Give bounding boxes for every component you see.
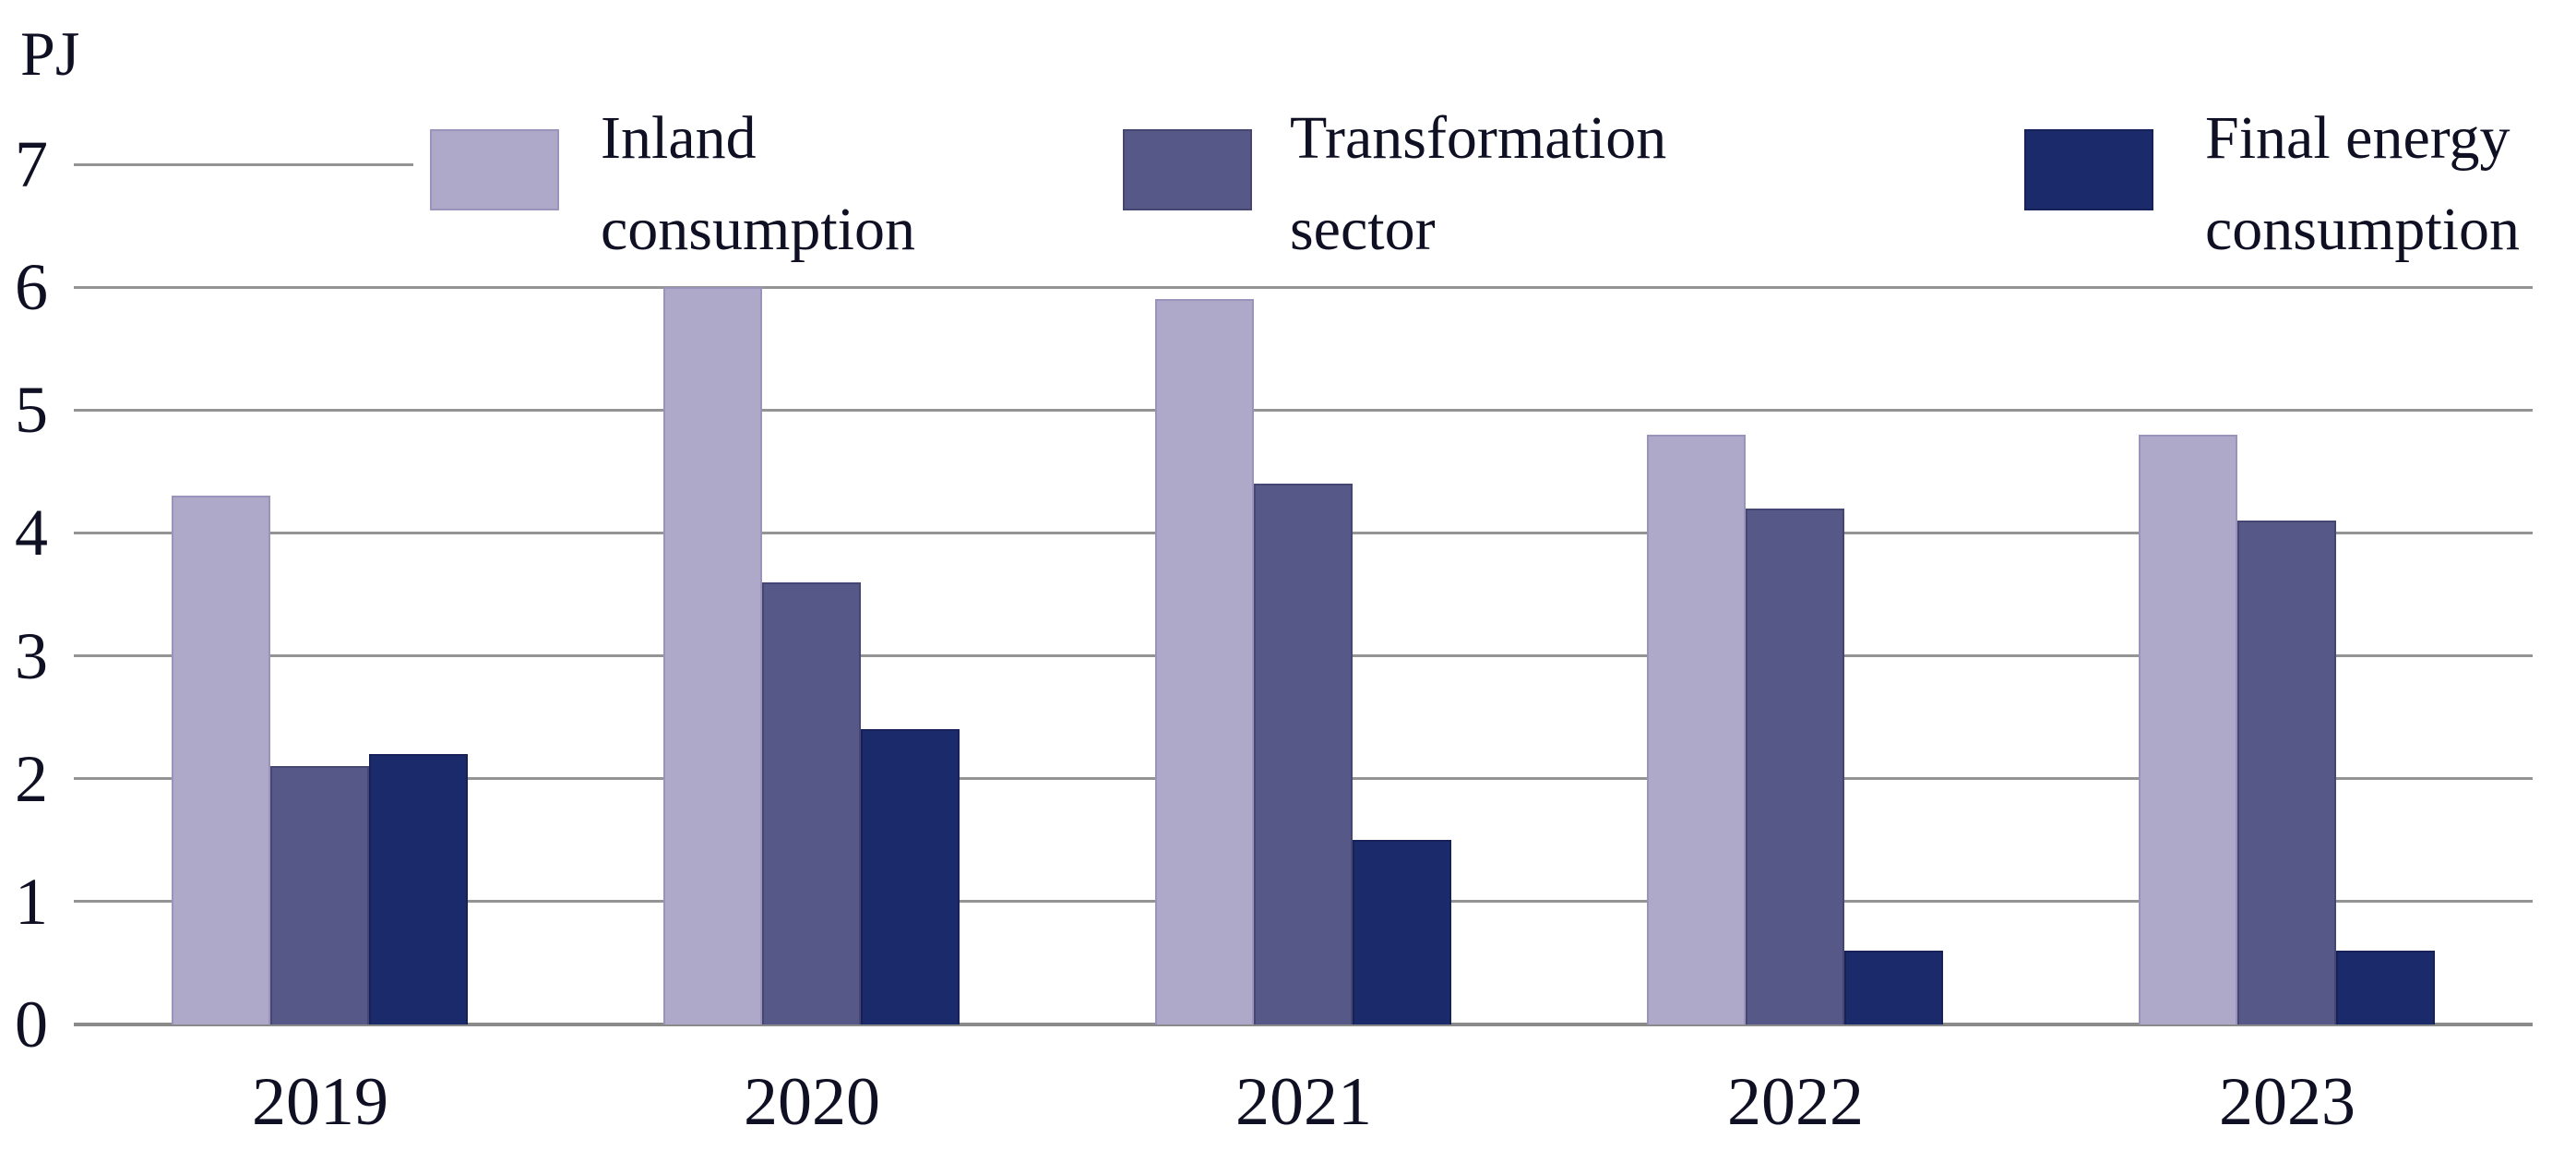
bar-transformation-sector-2022 (1746, 509, 1844, 1024)
bar-final-energy-consumption-2019 (369, 754, 468, 1024)
legend-swatch-inland-consumption (430, 129, 559, 210)
bar-final-energy-consumption-2021 (1353, 840, 1451, 1024)
bar-final-energy-consumption-2022 (1844, 951, 1943, 1024)
bar-final-energy-consumption-2023 (2336, 951, 2435, 1024)
x-axis-label-2022: 2022 (1727, 1064, 1864, 1140)
y-axis-tick-label-7: 7 (15, 127, 48, 201)
y-axis-unit-label: PJ (20, 18, 80, 89)
y-axis-tick-label-0: 0 (15, 988, 48, 1061)
bar-inland-consumption-2019 (172, 496, 270, 1024)
gridline-7 (74, 163, 413, 166)
legend-swatch-final-energy-consumption (2024, 129, 2153, 210)
y-axis-tick-label-3: 3 (15, 619, 48, 693)
bar-inland-consumption-2021 (1155, 299, 1254, 1024)
bar-inland-consumption-2023 (2139, 435, 2237, 1024)
bar-final-energy-consumption-2020 (861, 729, 960, 1024)
y-axis-tick-label-4: 4 (15, 496, 48, 569)
y-axis-tick-label-6: 6 (15, 250, 48, 324)
bar-transformation-sector-2021 (1254, 484, 1353, 1024)
y-axis-tick-label-5: 5 (15, 373, 48, 447)
y-axis-tick-label-1: 1 (15, 865, 48, 939)
gridline-6 (74, 286, 2533, 289)
bar-inland-consumption-2020 (663, 287, 762, 1024)
legend-label-final-energy-consumption: Final energy consumption (2205, 104, 2520, 263)
legend-swatch-transformation-sector (1123, 129, 1252, 210)
bar-transformation-sector-2019 (270, 766, 369, 1024)
x-axis-label-2021: 2021 (1235, 1064, 1372, 1140)
bar-transformation-sector-2023 (2237, 521, 2336, 1024)
bar-transformation-sector-2020 (762, 582, 861, 1024)
y-axis-tick-label-2: 2 (15, 742, 48, 816)
x-axis-label-2020: 2020 (744, 1064, 880, 1140)
x-axis-label-2023: 2023 (2219, 1064, 2355, 1140)
legend-label-inland-consumption: Inland consumption (601, 104, 915, 263)
legend-label-transformation-sector: Transformation sector (1290, 104, 1667, 263)
x-axis-label-2019: 2019 (252, 1064, 388, 1140)
gridline-5 (74, 409, 2533, 412)
x-axis-line (74, 1023, 2533, 1026)
bar-inland-consumption-2022 (1647, 435, 1746, 1024)
